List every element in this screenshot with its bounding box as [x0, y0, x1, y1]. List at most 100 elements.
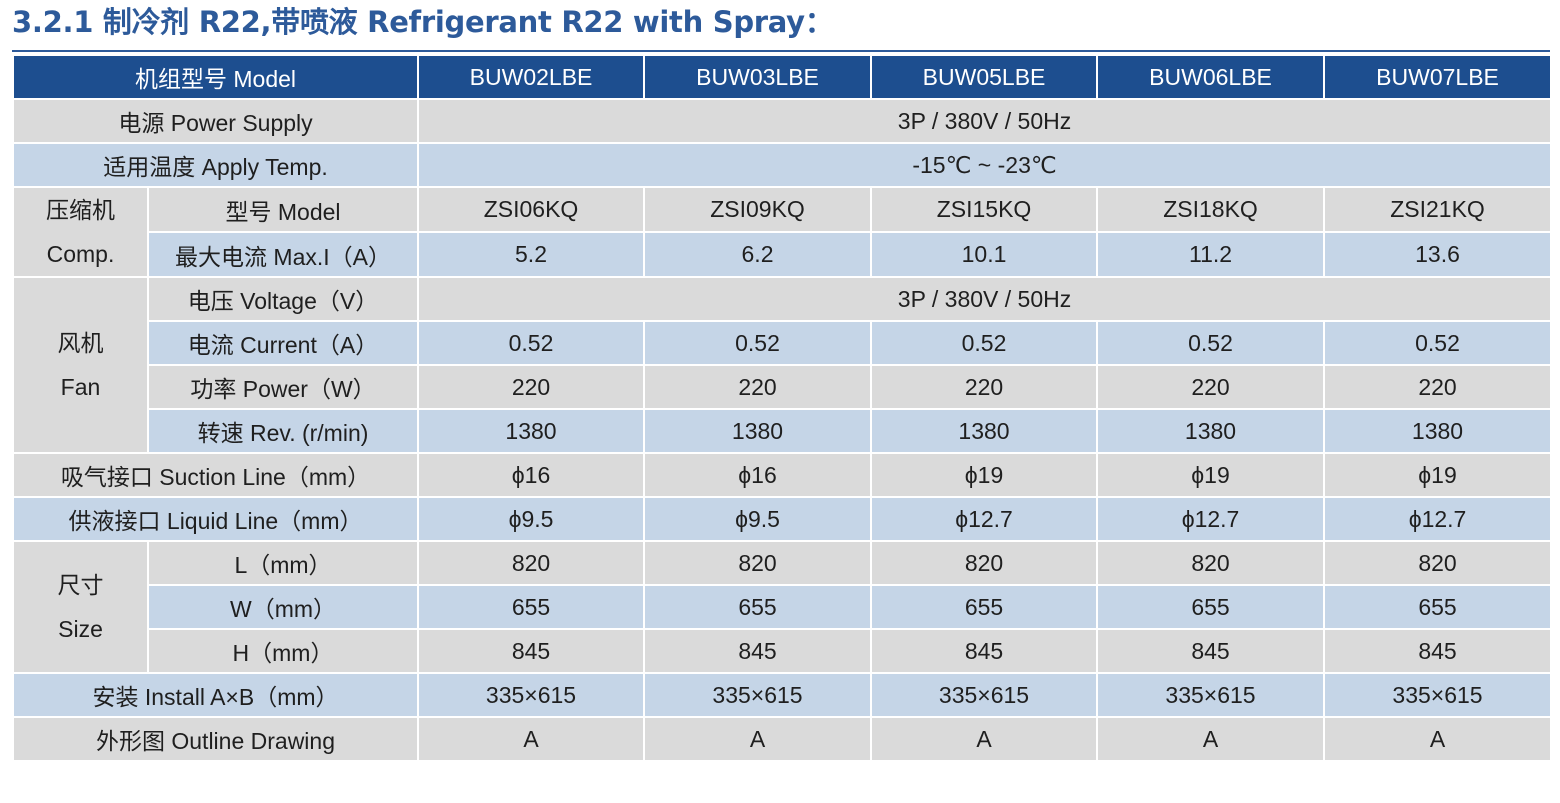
table-cell: 335×615 [417, 672, 646, 718]
table-cell: 820 [417, 540, 646, 586]
table-cell: 1380 [870, 408, 1099, 454]
liquid-line-row: 供液接口 Liquid Line（mm） ϕ9.5 ϕ9.5 ϕ12.7 ϕ12… [11, 496, 1553, 542]
fan-group-label: 风机 Fan [12, 276, 149, 454]
table-cell: 10.1 [870, 231, 1099, 278]
row-label: 适用温度 Apply Temp. [11, 142, 420, 188]
group-label-cn: 风机 [57, 330, 104, 356]
table-cell: 6.2 [643, 231, 873, 278]
table-cell: 335×615 [643, 672, 873, 718]
row-label: W（mm） [146, 584, 420, 630]
section-heading: 3.2.1 制冷剂 R22,带喷液 Refrigerant R22 with S… [12, 5, 834, 39]
table-cell: 655 [417, 584, 646, 630]
fan-speed-row: 转速 Rev. (r/min) 1380 1380 1380 1380 1380 [13, 408, 1553, 454]
table-cell: 845 [643, 628, 873, 674]
apply-temp-value: -15℃ ~ -23℃ [417, 142, 1553, 188]
row-label: 功率 Power（W） [146, 364, 420, 410]
table-cell: ϕ9.5 [417, 496, 646, 542]
table-cell: A [1323, 716, 1553, 762]
row-label: 电压 Voltage（V） [146, 276, 420, 322]
table-cell: 5.2 [417, 231, 646, 278]
size-height-row: H（mm） 845 845 845 845 845 [13, 628, 1553, 674]
row-label: H（mm） [146, 628, 420, 674]
size-width-row: W（mm） 655 655 655 655 655 [13, 584, 1553, 630]
table-cell: 845 [417, 628, 646, 674]
header-row: 机组型号 Model BUW02LBE BUW03LBE BUW05LBE BU… [11, 54, 1553, 100]
spec-table: 机组型号 Model BUW02LBE BUW03LBE BUW05LBE BU… [11, 54, 1553, 762]
table-cell: 845 [1323, 628, 1553, 674]
table-cell: 845 [1096, 628, 1326, 674]
row-label: 吸气接口 Suction Line（mm） [11, 452, 420, 498]
table-cell: 335×615 [870, 672, 1099, 718]
table-cell: 655 [1323, 584, 1553, 630]
model-name: BUW02LBE [417, 54, 646, 100]
table-cell: 820 [870, 540, 1099, 586]
table-cell: ϕ16 [643, 452, 873, 498]
table-cell: ϕ12.7 [1096, 496, 1326, 542]
model-name: BUW07LBE [1323, 54, 1553, 100]
table-cell: A [870, 716, 1099, 762]
size-group-label: 尺寸 Size [12, 540, 149, 674]
row-label: 电源 Power Supply [11, 98, 420, 144]
table-cell: 335×615 [1096, 672, 1326, 718]
suction-line-row: 吸气接口 Suction Line（mm） ϕ16 ϕ16 ϕ19 ϕ19 ϕ1… [11, 452, 1553, 498]
group-label-cn: 尺寸 [57, 572, 104, 598]
table-cell: A [417, 716, 646, 762]
table-cell: 0.52 [417, 320, 646, 366]
table-cell: ϕ19 [1323, 452, 1553, 498]
table-cell: ZSI21KQ [1323, 186, 1553, 233]
table-cell: ZSI18KQ [1096, 186, 1326, 233]
table-cell: 655 [1096, 584, 1326, 630]
row-label: 外形图 Outline Drawing [11, 716, 420, 762]
table-cell: 820 [1323, 540, 1553, 586]
group-label-cn: 压缩机 [46, 197, 115, 223]
table-cell: 820 [1096, 540, 1326, 586]
table-cell: A [643, 716, 873, 762]
table-cell: ϕ12.7 [1323, 496, 1553, 542]
table-cell: ϕ9.5 [643, 496, 873, 542]
row-label: 最大电流 Max.I（A） [146, 231, 420, 278]
install-row: 安装 Install A×B（mm） 335×615 335×615 335×6… [11, 672, 1553, 718]
table-cell: 220 [643, 364, 873, 410]
table-cell: 220 [417, 364, 646, 410]
row-label: 安装 Install A×B（mm） [11, 672, 420, 718]
group-label-en: Size [58, 616, 103, 642]
compressor-model-row: 压缩机 Comp. 型号 Model ZSI06KQ ZSI09KQ ZSI15… [12, 186, 1553, 278]
header-model-label: 机组型号 Model [11, 54, 420, 100]
table-cell: 0.52 [1096, 320, 1326, 366]
table-cell: 820 [643, 540, 873, 586]
model-name: BUW03LBE [643, 54, 873, 100]
model-name: BUW06LBE [1096, 54, 1326, 100]
table-cell: ZSI09KQ [643, 186, 873, 233]
size-length-row: 尺寸 Size L（mm） 820 820 820 820 820 [12, 540, 1553, 674]
apply-temp-row: 适用温度 Apply Temp. -15℃ ~ -23℃ [11, 142, 1553, 188]
table-cell: 845 [870, 628, 1099, 674]
outline-drawing-row: 外形图 Outline Drawing A A A A A [11, 716, 1553, 762]
table-cell: ϕ19 [1096, 452, 1326, 498]
table-cell: 655 [643, 584, 873, 630]
group-label-en: Fan [60, 374, 101, 400]
fan-current-row: 电流 Current（A） 0.52 0.52 0.52 0.52 0.52 [13, 320, 1553, 366]
table-cell: 0.52 [643, 320, 873, 366]
table-cell: ϕ16 [417, 452, 646, 498]
table-cell: ZSI15KQ [870, 186, 1099, 233]
table-cell: 220 [1323, 364, 1553, 410]
table-cell: 1380 [1323, 408, 1553, 454]
compressor-max-current-row: 最大电流 Max.I（A） 5.2 6.2 10.1 11.2 13.6 [13, 231, 1553, 278]
model-name: BUW05LBE [870, 54, 1099, 100]
group-label-en: Comp. [46, 241, 115, 267]
table-cell: A [1096, 716, 1326, 762]
power-supply-value: 3P / 380V / 50Hz [417, 98, 1553, 144]
fan-voltage-row: 风机 Fan 电压 Voltage（V） 3P / 380V / 50Hz [12, 276, 1553, 454]
table-cell: 220 [1096, 364, 1326, 410]
table-cell: ZSI06KQ [417, 186, 646, 233]
table-cell: 1380 [643, 408, 873, 454]
table-cell: ϕ19 [870, 452, 1099, 498]
table-cell: 335×615 [1323, 672, 1553, 718]
table-cell: 655 [870, 584, 1099, 630]
row-label: 电流 Current（A） [146, 320, 420, 366]
row-label: 型号 Model [146, 186, 420, 233]
row-label: 供液接口 Liquid Line（mm） [11, 496, 420, 542]
compressor-group-label: 压缩机 Comp. [12, 186, 149, 278]
heading-divider [12, 50, 1550, 52]
table-cell: 220 [870, 364, 1099, 410]
